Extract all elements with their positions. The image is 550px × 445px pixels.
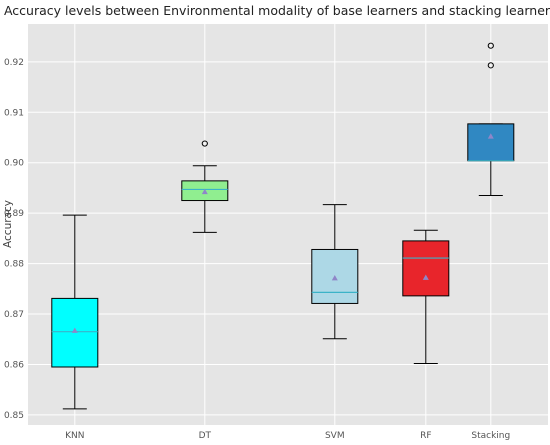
box-stacking [467, 42, 515, 196]
x-tick-label: KNN [65, 431, 84, 441]
box-knn [51, 214, 99, 410]
y-tick-label: 0.90 [4, 159, 24, 169]
chart-title: Accuracy levels between Environmental mo… [4, 3, 550, 18]
y-axis-label: Accuracy [2, 200, 14, 248]
x-tick-labels: KNN DT SVM RF Stacking [65, 431, 510, 441]
box-dt [181, 140, 229, 233]
y-tick-label: 0.86 [4, 360, 24, 370]
x-tick-label: Stacking [471, 431, 510, 441]
mean-marker [487, 133, 494, 139]
y-tick-label: 0.89 [4, 209, 24, 219]
y-tick-labels: 0.85 0.86 0.87 0.88 0.89 0.90 0.91 0.92 [4, 58, 24, 421]
flier-point [201, 140, 208, 147]
y-tick-label: 0.87 [4, 310, 24, 320]
y-tick-label: 0.88 [4, 260, 24, 270]
x-tick-label: SVM [325, 431, 345, 441]
box-rf [402, 229, 450, 364]
x-tick-label: RF [420, 431, 431, 441]
box-series [51, 42, 515, 410]
y-tick-label: 0.85 [4, 411, 24, 421]
mean-marker [201, 188, 208, 195]
mean-marker [422, 274, 429, 280]
mean-marker [331, 275, 338, 281]
iqr-box [467, 123, 515, 162]
flier-point [487, 62, 494, 69]
iqr-box [402, 240, 450, 297]
y-tick-label: 0.91 [4, 108, 24, 118]
plot-area [28, 24, 548, 425]
x-tick-label: DT [199, 431, 212, 441]
flier-point [487, 42, 494, 49]
mean-marker [71, 327, 78, 333]
y-tick-label: 0.92 [4, 58, 24, 68]
box-svm [311, 204, 359, 340]
